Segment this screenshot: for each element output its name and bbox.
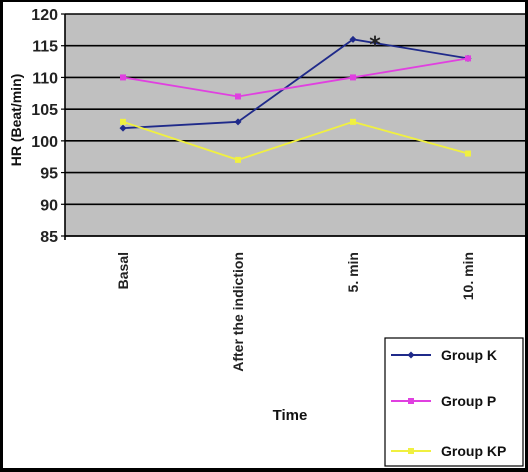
series-line xyxy=(122,38,469,130)
line-chart: * 85 90 95 100 105 110 115 120 Basal After the i… xyxy=(8,7,525,467)
legend-label: Group P xyxy=(441,393,496,409)
legend-marker xyxy=(407,351,415,359)
y-tick-label: 110 xyxy=(32,70,58,87)
series-line xyxy=(122,120,469,161)
data-point xyxy=(465,55,471,62)
y-tick-label: 85 xyxy=(40,229,58,246)
axes xyxy=(61,13,525,240)
data-point xyxy=(235,93,241,100)
legend: Group K Group P Group KP xyxy=(384,337,524,467)
x-tick-label: After the indiction xyxy=(230,252,246,372)
legend-box xyxy=(384,337,524,467)
significance-annotation: * xyxy=(369,33,381,58)
x-tick-label: Basal xyxy=(115,252,131,289)
legend-label: Group KP xyxy=(441,443,506,459)
legend-marker xyxy=(408,448,414,454)
y-tick-label: 115 xyxy=(32,39,58,56)
plot-background xyxy=(65,14,525,236)
x-tick-labels: Basal After the indiction 5. min 10. min xyxy=(115,252,476,372)
x-axis-title: Time xyxy=(273,407,308,424)
series-lines: * xyxy=(119,33,472,163)
series-line xyxy=(122,57,469,98)
data-point xyxy=(235,156,241,163)
data-point xyxy=(465,150,471,157)
data-point xyxy=(350,74,356,81)
data-point xyxy=(120,118,126,125)
y-tick-label: 100 xyxy=(31,134,58,151)
y-axis-title: HR (Beat/min) xyxy=(8,74,24,167)
legend-label: Group K xyxy=(441,347,497,363)
y-tick-label: 120 xyxy=(31,7,58,24)
data-point xyxy=(234,118,242,126)
legend-marker xyxy=(408,398,414,404)
data-point xyxy=(350,118,356,125)
y-tick-label: 95 xyxy=(40,166,58,183)
y-tick-label: 90 xyxy=(40,197,58,214)
plot-area xyxy=(65,14,525,236)
x-tick-label: 5. min xyxy=(345,252,361,292)
data-point xyxy=(349,35,357,43)
y-tick-label: 105 xyxy=(31,102,58,119)
y-tick-labels: 85 90 95 100 105 110 115 120 xyxy=(31,7,58,246)
chart-figure: * 85 90 95 100 105 110 115 120 Basal After the i… xyxy=(3,2,525,468)
x-tick-label: 10. min xyxy=(460,252,476,300)
data-point xyxy=(119,124,127,132)
data-point xyxy=(120,74,126,81)
